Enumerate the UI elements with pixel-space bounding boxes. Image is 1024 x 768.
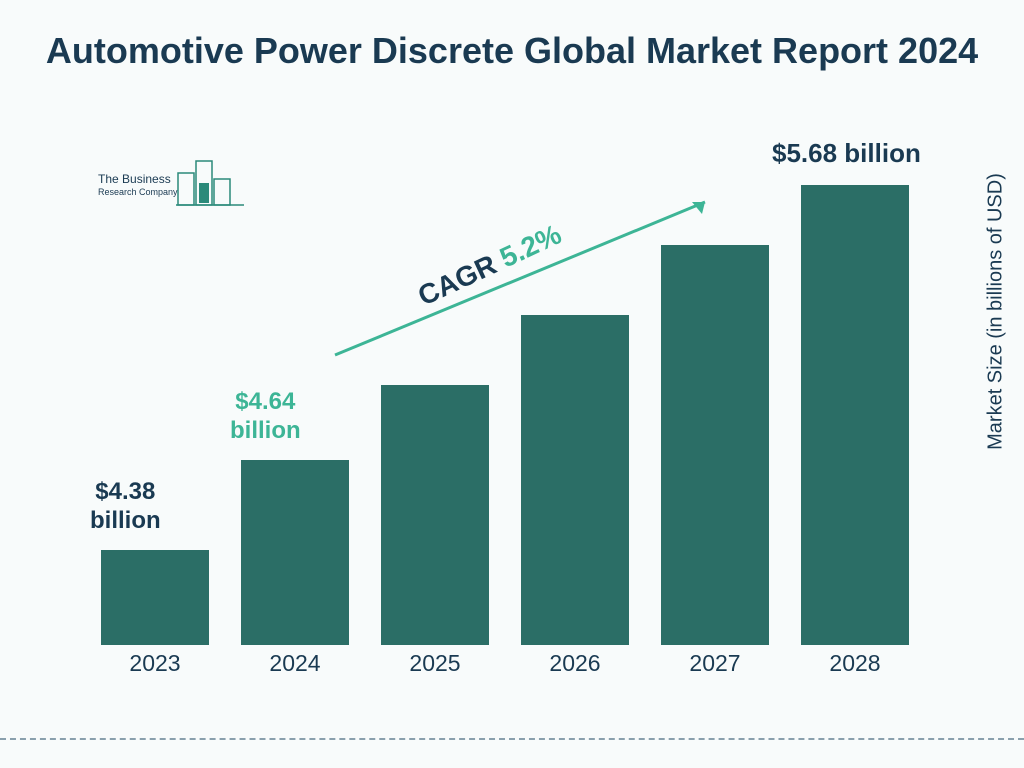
- value-unit: billion: [90, 507, 161, 534]
- value-amount: $5.68 billion: [772, 138, 921, 168]
- xlabel-5: 2028: [785, 650, 925, 680]
- xlabel-1: 2024: [225, 650, 365, 680]
- cagr-annotation: CAGR 5.2%: [325, 190, 725, 370]
- bar-2028: [785, 185, 925, 645]
- title-text: Automotive Power Discrete Global Market …: [46, 30, 978, 71]
- xlabel-0: 2023: [85, 650, 225, 680]
- value-label-2024: $4.64 billion: [230, 388, 301, 446]
- value-unit: billion: [230, 417, 301, 444]
- x-axis-labels: 2023 2024 2025 2026 2027 2028: [85, 650, 925, 680]
- value-label-2023: $4.38 billion: [90, 478, 161, 536]
- bar-2024: [225, 460, 365, 645]
- y-axis-label: Market Size (in billions of USD): [985, 173, 1008, 450]
- value-amount: $4.38: [95, 478, 155, 505]
- xlabel-2: 2025: [365, 650, 505, 680]
- xlabel-4: 2027: [645, 650, 785, 680]
- trend-arrow-icon: [325, 190, 725, 370]
- xlabel-3: 2026: [505, 650, 645, 680]
- bar-2025: [365, 385, 505, 645]
- divider-dashed: [0, 738, 1024, 740]
- value-label-2028: $5.68 billion: [772, 138, 921, 169]
- chart-title: Automotive Power Discrete Global Market …: [0, 28, 1024, 73]
- bar-2023: [85, 550, 225, 645]
- value-amount: $4.64: [235, 388, 295, 415]
